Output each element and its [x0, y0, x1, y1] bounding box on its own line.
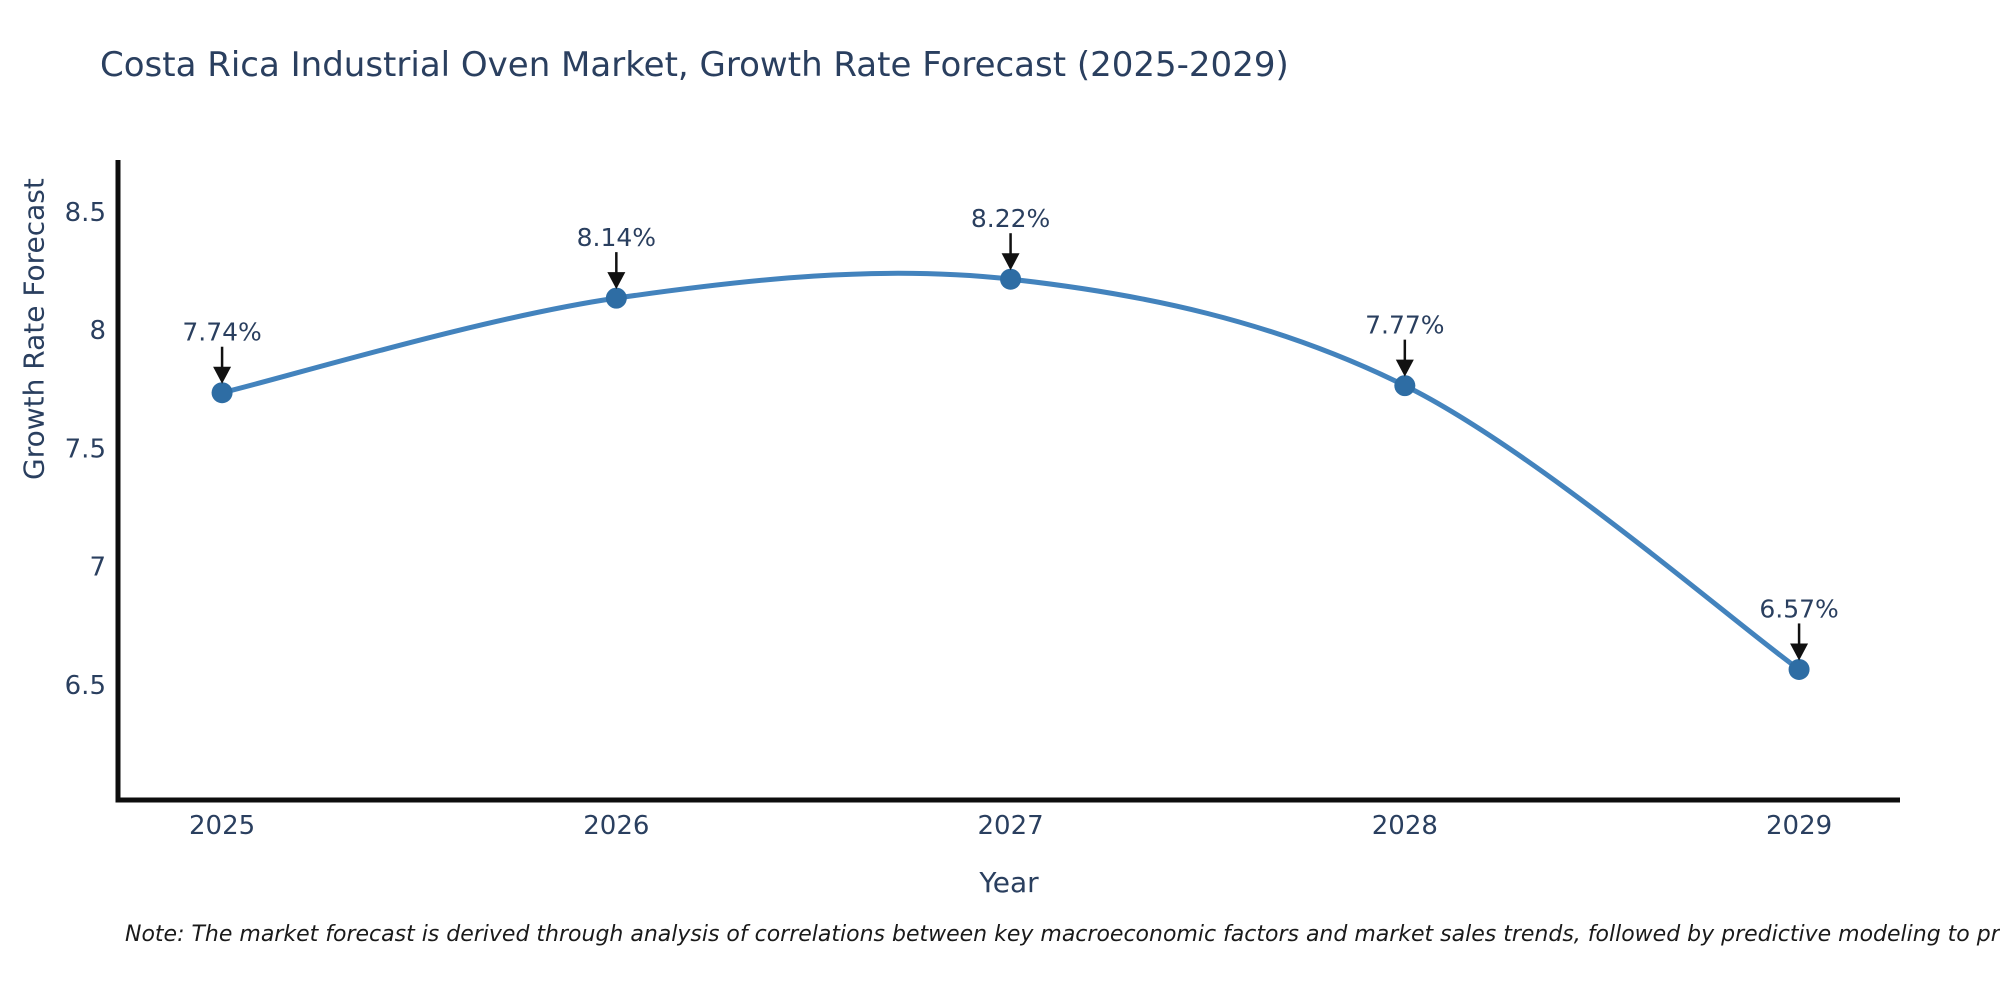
- data-point-2025: [211, 382, 233, 404]
- x-tick-label-2026: 2026: [583, 811, 649, 841]
- y-tick-label-6.5: 6.5: [65, 671, 106, 701]
- annotation-arrow-head: [607, 272, 626, 290]
- series-line: [221, 270, 1801, 672]
- x-tick-label-2027: 2027: [977, 811, 1043, 841]
- x-tick-label-2029: 2029: [1766, 811, 1832, 841]
- x-axis-title: Year: [979, 866, 1039, 899]
- footnote: Note: The market forecast is derived thr…: [125, 922, 2000, 947]
- y-tick-label-7: 7: [89, 553, 106, 583]
- y-tick-label-8.5: 8.5: [65, 198, 106, 228]
- annotation-label-2027: 8.22%: [971, 204, 1050, 233]
- annotation-label-2028: 7.77%: [1365, 311, 1444, 340]
- x-tick-label-2028: 2028: [1372, 811, 1438, 841]
- data-point-2029: [1788, 658, 1810, 680]
- chart-title: Costa Rica Industrial Oven Market, Growt…: [100, 45, 1289, 85]
- annotation-label-2026: 8.14%: [577, 223, 656, 252]
- y-tick-label-8: 8: [89, 316, 106, 346]
- annotation-arrow-head: [1790, 643, 1809, 661]
- data-point-2027: [1000, 268, 1022, 290]
- annotation-arrow-head: [1001, 253, 1020, 271]
- x-tick-label-2025: 2025: [189, 811, 255, 841]
- data-point-2028: [1394, 375, 1416, 397]
- data-point-2026: [605, 287, 627, 309]
- axis-lines: [115, 160, 1900, 803]
- annotation-label-2025: 7.74%: [182, 318, 261, 347]
- annotation-arrow-head: [1395, 359, 1414, 377]
- y-tick-label-7.5: 7.5: [65, 434, 106, 464]
- annotation-arrow-head: [213, 366, 232, 384]
- annotation-label-2029: 6.57%: [1759, 594, 1838, 623]
